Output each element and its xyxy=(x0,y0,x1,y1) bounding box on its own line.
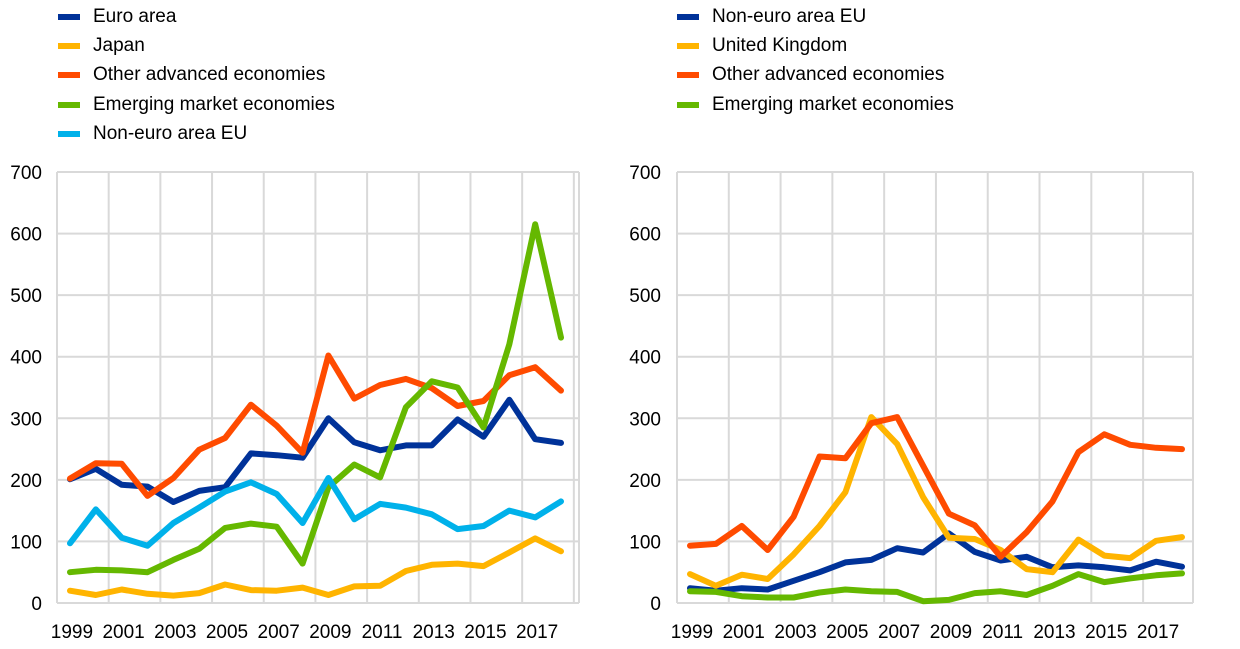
legend-swatch-other-advanced xyxy=(677,72,699,79)
series-line-non-euro-area-eu xyxy=(67,475,564,549)
y-tick-label: 100 xyxy=(10,532,42,553)
x-tick-label: 1999 xyxy=(51,622,93,643)
x-tick-label: 2015 xyxy=(464,622,506,643)
left-line-chart: 0 100 200 300 400 500 600 700 1999 2001 2003 2005 20… xyxy=(10,163,580,643)
x-tick-label: 2005 xyxy=(206,622,248,643)
series-line-japan xyxy=(67,535,564,599)
series-line-other-advanced-economies xyxy=(67,352,564,499)
legend-label: Emerging market economies xyxy=(93,93,335,115)
x-tick-label: 2003 xyxy=(774,622,816,643)
x-tick-label: 2017 xyxy=(516,622,558,643)
y-tick-label: 300 xyxy=(10,409,42,430)
x-tick-label: 1999 xyxy=(671,622,713,643)
x-tick-label: 2017 xyxy=(1137,622,1179,643)
series-line-united-kingdom xyxy=(687,414,1185,589)
series-line-emerging-market-economies xyxy=(687,570,1185,605)
y-tick-label: 700 xyxy=(10,163,42,184)
legend-label: Japan xyxy=(93,34,145,56)
y-tick-label: 600 xyxy=(629,225,661,246)
x-tick-label: 2013 xyxy=(1033,622,1075,643)
y-tick-label: 500 xyxy=(10,286,42,307)
x-tick-label: 2009 xyxy=(930,622,972,643)
legend-label: United Kingdom xyxy=(712,34,848,56)
series-line-non-euro-area-eu xyxy=(687,530,1185,594)
legend-swatch-non-euro-eu xyxy=(58,130,80,137)
x-tick-label: 2015 xyxy=(1085,622,1127,643)
legend-right-chart: Non-euro area EU United Kingdom Other ad… xyxy=(677,2,954,119)
series-line-other-advanced-economies xyxy=(687,414,1185,560)
x-tick-label: 2007 xyxy=(878,622,920,643)
right-line-chart: 0 100 200 300 400 500 600 700 1999 2001 2003 2005 20… xyxy=(629,163,1194,643)
legend-swatch-uk xyxy=(677,42,699,49)
y-tick-label: 0 xyxy=(650,594,661,615)
legend-label: Other advanced economies xyxy=(712,64,945,86)
x-tick-label: 2007 xyxy=(258,622,300,643)
y-tick-label: 0 xyxy=(31,594,42,615)
legend-label: Euro area xyxy=(93,5,177,27)
series-line-emerging-market-economies xyxy=(67,221,564,576)
x-tick-label: 2001 xyxy=(723,622,765,643)
y-tick-label: 400 xyxy=(10,348,42,369)
series-line-euro-area xyxy=(67,396,564,505)
legend-item: United Kingdom xyxy=(677,31,954,60)
legend-swatch-emerging xyxy=(58,101,80,108)
legend-item: Other advanced economies xyxy=(677,61,954,90)
legend-left-chart: Euro area Japan Other advanced economies… xyxy=(58,2,335,148)
legend-item: Euro area xyxy=(58,2,335,31)
legend-label: Emerging market economies xyxy=(712,93,954,115)
legend-label: Non-euro area EU xyxy=(93,122,248,144)
x-tick-label: 2013 xyxy=(413,622,455,643)
legend-swatch-euro-area xyxy=(58,13,80,20)
x-tick-label: 2001 xyxy=(102,622,144,643)
x-tick-label: 2011 xyxy=(982,622,1023,643)
legend-label: Non-euro area EU xyxy=(712,5,867,27)
legend-item: Emerging market economies xyxy=(58,90,335,119)
y-tick-label: 300 xyxy=(629,409,661,430)
y-tick-label: 200 xyxy=(10,471,42,492)
legend-item: Emerging market economies xyxy=(677,90,954,119)
legend-swatch-emerging xyxy=(677,101,699,108)
legend-label: Other advanced economies xyxy=(93,64,326,86)
legend-swatch-japan xyxy=(58,42,80,49)
y-tick-label: 100 xyxy=(629,532,661,553)
x-tick-label: 2011 xyxy=(362,622,403,643)
x-tick-label: 2003 xyxy=(154,622,196,643)
y-tick-label: 400 xyxy=(629,348,661,369)
x-tick-label: 2005 xyxy=(826,622,868,643)
y-tick-label: 700 xyxy=(629,163,661,184)
y-tick-label: 600 xyxy=(10,225,42,246)
legend-swatch-non-euro-eu xyxy=(677,13,699,20)
legend-item: Japan xyxy=(58,31,335,60)
y-tick-label: 500 xyxy=(629,286,661,307)
legend-item: Non-euro area EU xyxy=(677,2,954,31)
legend-item: Other advanced economies xyxy=(58,61,335,90)
x-tick-label: 2009 xyxy=(309,622,351,643)
y-tick-label: 200 xyxy=(629,471,661,492)
legend-swatch-other-advanced xyxy=(58,72,80,79)
legend-item: Non-euro area EU xyxy=(58,119,335,148)
